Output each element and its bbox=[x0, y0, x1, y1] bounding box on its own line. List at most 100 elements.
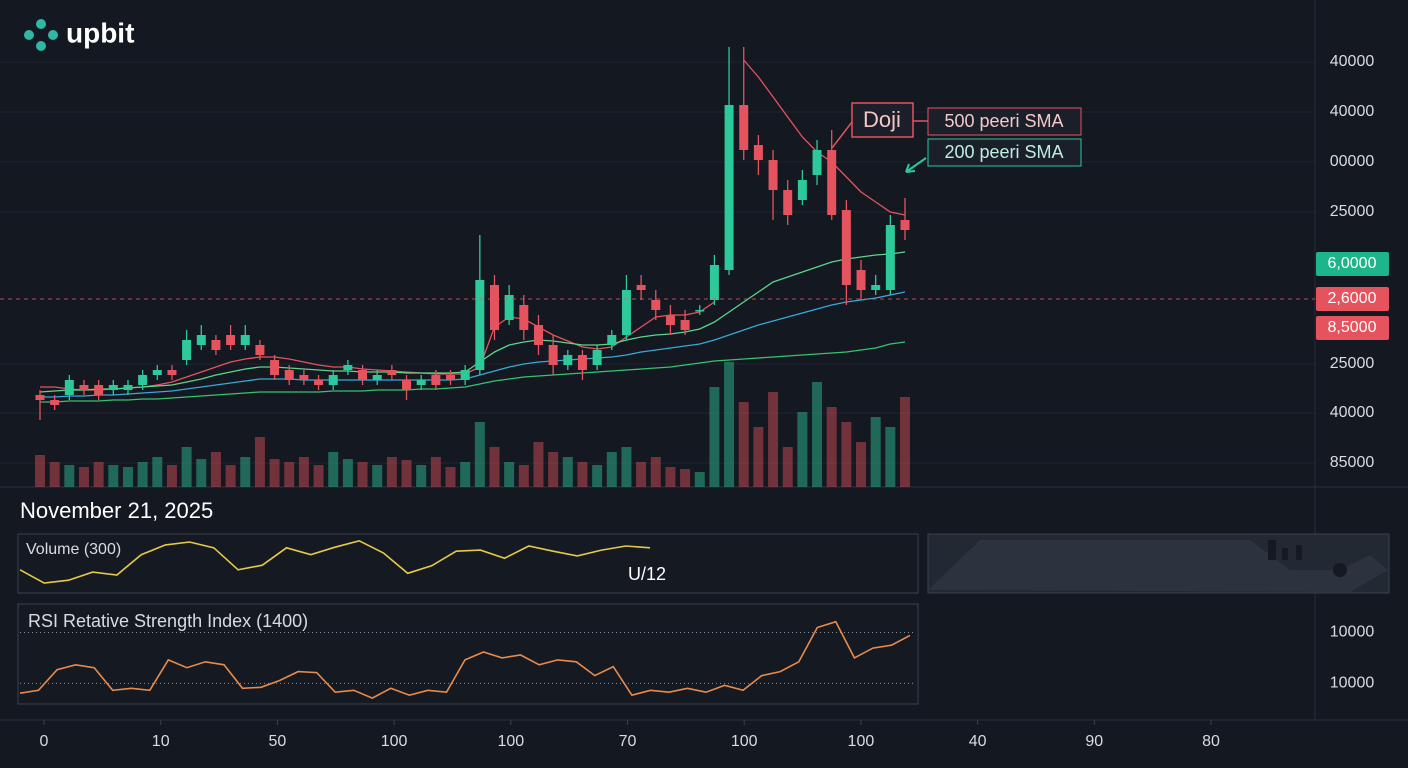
volume-bar bbox=[797, 412, 808, 487]
price-tag bbox=[1316, 287, 1389, 311]
volume-bar bbox=[841, 422, 852, 487]
volume-bar bbox=[680, 469, 691, 487]
volume-bar bbox=[430, 457, 441, 487]
y-tick-label: 25000 bbox=[1330, 355, 1375, 372]
sma200-label: 200 peeri SMA bbox=[944, 142, 1063, 162]
y-tick-label: 40000 bbox=[1330, 53, 1375, 70]
candle-body bbox=[680, 320, 690, 330]
volume-bar bbox=[562, 457, 573, 487]
candle-body bbox=[402, 380, 412, 390]
candle-body bbox=[768, 160, 778, 190]
candle-body bbox=[665, 315, 675, 325]
x-tick-label: 100 bbox=[731, 733, 758, 750]
volume-bar bbox=[152, 457, 163, 487]
volume-bar bbox=[78, 467, 89, 487]
volume-bar bbox=[724, 362, 735, 487]
volume-bar bbox=[782, 447, 793, 487]
candle-body bbox=[460, 370, 470, 380]
candle-body bbox=[885, 225, 895, 290]
volume-bar bbox=[401, 460, 412, 487]
candle-body bbox=[328, 375, 338, 385]
volume-bar bbox=[181, 447, 192, 487]
candle-body bbox=[841, 210, 851, 285]
volume-bar bbox=[416, 465, 427, 487]
y-tick-label: 10000 bbox=[1330, 675, 1375, 692]
volume-bar bbox=[357, 462, 368, 487]
candle-body bbox=[475, 280, 485, 370]
volume-bar bbox=[518, 465, 529, 487]
volume-bar bbox=[386, 457, 397, 487]
candle-body bbox=[108, 385, 118, 390]
volume-bar bbox=[240, 457, 251, 487]
candle-body bbox=[387, 370, 397, 375]
price-tag bbox=[1316, 316, 1389, 340]
y-tick-label: 00000 bbox=[1330, 153, 1375, 170]
x-tick-label: 0 bbox=[40, 733, 49, 750]
x-tick-label: 90 bbox=[1085, 733, 1103, 750]
candle-body bbox=[94, 385, 104, 395]
volume-bar bbox=[577, 462, 588, 487]
x-tick-label: 40 bbox=[969, 733, 987, 750]
y-tick-label: 10000 bbox=[1330, 624, 1375, 641]
volume-bar bbox=[269, 459, 280, 487]
rsi-pane bbox=[17, 603, 919, 705]
candle-body bbox=[284, 370, 294, 380]
price-tag-label: 2,6000 bbox=[1328, 290, 1377, 307]
volume-bar bbox=[592, 465, 603, 487]
volume-bar bbox=[196, 459, 207, 487]
volume-bar bbox=[665, 467, 676, 487]
volume-bar bbox=[49, 462, 60, 487]
candle-body bbox=[607, 335, 617, 345]
candle-body bbox=[299, 375, 309, 380]
candle-body bbox=[226, 335, 236, 345]
candle-body bbox=[783, 190, 793, 215]
candle-body bbox=[753, 145, 763, 160]
candle-body bbox=[255, 345, 265, 355]
volume-bar bbox=[504, 462, 515, 487]
volume-bar bbox=[93, 462, 104, 487]
candle-body bbox=[196, 335, 206, 345]
candle-body bbox=[827, 150, 837, 215]
candle-body bbox=[314, 380, 324, 385]
candle-body bbox=[50, 400, 60, 405]
volume-bar bbox=[445, 467, 456, 487]
candle-body bbox=[489, 285, 499, 330]
rsi-line bbox=[19, 620, 911, 699]
volume-bar bbox=[210, 452, 221, 487]
candle-body bbox=[871, 285, 881, 290]
volume-bar bbox=[342, 459, 353, 487]
candle-body bbox=[446, 375, 456, 380]
volume-bar bbox=[650, 457, 661, 487]
candle-body bbox=[900, 220, 910, 230]
candle-body bbox=[636, 285, 646, 290]
volume-bar bbox=[122, 467, 133, 487]
candle-body bbox=[240, 335, 250, 345]
volume-bar bbox=[313, 465, 324, 487]
candle-body bbox=[548, 345, 558, 365]
x-tick-label: 100 bbox=[848, 733, 875, 750]
price-tag bbox=[1316, 252, 1389, 276]
candle-body bbox=[812, 150, 822, 175]
price-tag-label: 8,5000 bbox=[1328, 319, 1377, 336]
volume-bar bbox=[738, 402, 749, 487]
y-tick-label: 25000 bbox=[1330, 203, 1375, 220]
volume-note: U/12 bbox=[628, 564, 666, 584]
sma-line bbox=[40, 341, 906, 403]
candle-body bbox=[64, 380, 74, 395]
candle-body bbox=[35, 395, 45, 400]
volume-bar bbox=[606, 452, 617, 487]
x-tick-label: 100 bbox=[381, 733, 408, 750]
candle-body bbox=[167, 370, 177, 375]
volume-bar bbox=[64, 465, 75, 487]
volume-bar bbox=[548, 452, 559, 487]
logo-icon bbox=[24, 19, 58, 51]
candle-body bbox=[431, 375, 441, 385]
candle-body bbox=[123, 385, 133, 390]
logo-text[interactable]: upbit bbox=[66, 17, 134, 48]
side-panel bbox=[927, 533, 1390, 594]
annotations: Doji 500 peeri SMA 200 peeri SMA bbox=[831, 102, 1082, 173]
volume-bar bbox=[328, 452, 339, 487]
candle-body bbox=[695, 310, 705, 312]
x-tick-label: 10 bbox=[152, 733, 170, 750]
